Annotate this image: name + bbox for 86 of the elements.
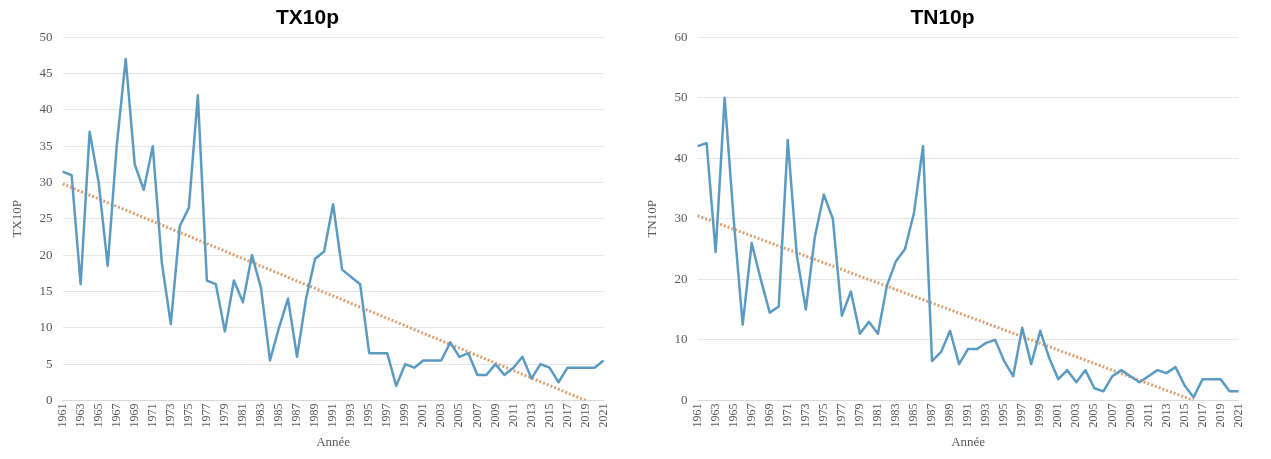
y-tick-label: 60: [674, 28, 688, 44]
x-tick-label: 1995: [996, 403, 1011, 428]
x-tick-label: 1963: [707, 403, 722, 428]
y-tick-label: 10: [674, 331, 688, 347]
y-tick-label: 50: [674, 89, 688, 105]
y-tick-label: 35: [39, 137, 53, 153]
x-tick-label: 1983: [253, 403, 268, 428]
y-tick-label: 40: [39, 101, 53, 117]
y-tick-label: 40: [674, 149, 688, 165]
x-tick-label: 2003: [433, 403, 448, 428]
x-tick-label: 2001: [1050, 403, 1065, 428]
x-tick-label: 2021: [1230, 403, 1245, 428]
x-tick-label: 1961: [54, 403, 69, 428]
y-tick-label: 25: [39, 210, 53, 226]
chart-title: TN10p: [910, 5, 975, 29]
x-tick-label: 1973: [162, 403, 177, 428]
x-tick-label: 2005: [1086, 403, 1101, 428]
x-tick-label: 1983: [888, 403, 903, 428]
y-tick-label: 0: [681, 391, 688, 407]
x-tick-label: 2001: [415, 403, 430, 428]
x-tick-label: 1991: [325, 403, 340, 428]
x-tick-label: 2013: [1158, 403, 1173, 428]
y-tick-label: 50: [39, 28, 53, 44]
x-tick-label: 2021: [595, 403, 610, 428]
x-tick-label: 2015: [1176, 403, 1191, 428]
x-tick-label: 2019: [577, 403, 592, 428]
x-tick-label: 1995: [361, 403, 376, 428]
y-tick-label: 0: [46, 391, 53, 407]
x-tick-label: 2013: [523, 403, 538, 428]
x-tick-label: 2009: [1122, 403, 1137, 428]
x-axis-title: Année: [951, 433, 986, 449]
x-tick-label: 1971: [779, 403, 794, 428]
x-tick-label: 1975: [180, 403, 195, 428]
y-tick-label: 20: [674, 270, 688, 286]
x-tick-label: 1985: [906, 403, 921, 428]
x-tick-label: 1969: [126, 403, 141, 428]
x-tick-label: 1967: [743, 403, 758, 428]
y-axis-title: TN10P: [644, 200, 660, 238]
y-tick-label: 30: [39, 173, 53, 189]
x-tick-label: 1987: [924, 403, 939, 428]
x-tick-label: 1961: [689, 403, 704, 428]
x-tick-label: 1967: [108, 403, 123, 428]
x-tick-label: 2007: [469, 403, 484, 428]
x-tick-label: 1963: [72, 403, 87, 428]
x-tick-label: 2003: [1068, 403, 1083, 428]
x-tick-label: 1989: [307, 403, 322, 428]
x-tick-label: 2011: [505, 403, 520, 427]
x-tick-label: 1971: [144, 403, 159, 428]
x-tick-label: 1989: [942, 403, 957, 428]
x-tick-label: 1965: [725, 403, 740, 428]
y-tick-label: 30: [674, 210, 688, 226]
x-tick-label: 1993: [343, 403, 358, 428]
x-tick-label: 1999: [397, 403, 412, 428]
y-tick-label: 5: [46, 355, 53, 371]
y-tick-label: 45: [39, 64, 53, 80]
x-tick-label: 2017: [1194, 403, 1209, 428]
y-tick-label: 10: [39, 319, 53, 335]
x-tick-label: 1991: [960, 403, 975, 428]
x-axis-title: Année: [316, 433, 351, 449]
chart-title: TX10p: [275, 5, 340, 29]
x-tick-label: 1977: [834, 403, 849, 428]
x-tick-label: 1977: [199, 403, 214, 428]
x-tick-label: 1975: [815, 403, 830, 428]
x-tick-label: 2015: [541, 403, 556, 428]
x-tick-label: 1993: [978, 403, 993, 428]
y-tick-label: 20: [39, 246, 53, 262]
x-tick-label: 1965: [90, 403, 105, 428]
x-tick-label: 1979: [217, 403, 232, 428]
x-tick-label: 1981: [870, 403, 885, 428]
x-tick-label: 1985: [271, 403, 286, 428]
x-tick-label: 1969: [761, 403, 776, 428]
x-tick-label: 1999: [1032, 403, 1047, 428]
x-tick-label: 2007: [1104, 403, 1119, 428]
x-tick-label: 2005: [451, 403, 466, 428]
x-tick-label: 2011: [1140, 403, 1155, 427]
x-tick-label: 2017: [559, 403, 574, 428]
x-tick-label: 2009: [487, 403, 502, 428]
x-tick-label: 2019: [1212, 403, 1227, 428]
x-tick-label: 1979: [852, 403, 867, 428]
y-axis-title: TX10P: [9, 200, 25, 238]
x-tick-label: 1981: [235, 403, 250, 428]
x-tick-label: 1973: [797, 403, 812, 428]
x-tick-label: 1987: [289, 403, 304, 428]
x-tick-label: 1997: [1014, 403, 1029, 428]
y-tick-label: 15: [39, 282, 53, 298]
x-tick-label: 1997: [379, 403, 394, 428]
